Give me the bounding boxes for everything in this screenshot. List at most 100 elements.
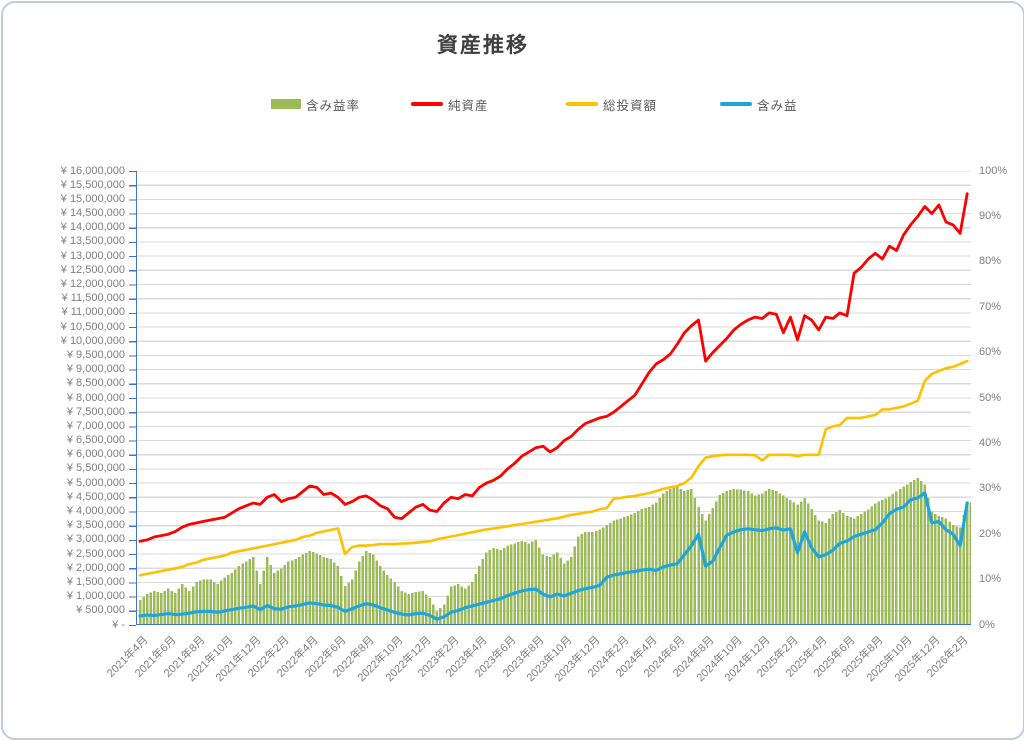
bar bbox=[520, 541, 524, 625]
bar bbox=[739, 489, 743, 625]
bar bbox=[329, 559, 333, 625]
bar bbox=[743, 490, 746, 625]
bar bbox=[209, 579, 212, 625]
bar bbox=[644, 508, 647, 625]
bar bbox=[167, 588, 170, 625]
bar bbox=[159, 593, 163, 625]
bar bbox=[714, 501, 718, 625]
bar bbox=[258, 584, 262, 625]
bar bbox=[191, 586, 195, 625]
bar bbox=[750, 493, 753, 625]
bar bbox=[895, 491, 898, 625]
y-axis-left-label: ¥ 10,000,000 bbox=[60, 334, 125, 347]
y-axis-left-label: ¥ 2,500,000 bbox=[66, 547, 125, 560]
bar bbox=[877, 501, 881, 625]
bar bbox=[350, 579, 354, 625]
bar bbox=[665, 491, 668, 625]
bar bbox=[393, 581, 396, 625]
bar bbox=[570, 556, 573, 625]
bar bbox=[686, 489, 690, 625]
bar bbox=[806, 503, 810, 625]
y-axis-right-label: 0% bbox=[979, 618, 995, 631]
bar bbox=[601, 527, 605, 625]
bar bbox=[859, 513, 863, 625]
bar bbox=[471, 581, 474, 625]
bar bbox=[852, 518, 856, 625]
bar bbox=[524, 542, 527, 625]
bar bbox=[835, 511, 838, 625]
bar bbox=[407, 594, 410, 625]
bar bbox=[707, 514, 711, 625]
bar bbox=[842, 513, 845, 625]
y-axis-left-label: ¥ 12,500,000 bbox=[60, 263, 125, 276]
bar bbox=[414, 591, 417, 625]
bar bbox=[396, 586, 400, 625]
bar bbox=[828, 518, 831, 625]
bar bbox=[188, 590, 191, 625]
bar bbox=[580, 534, 584, 625]
bar bbox=[951, 525, 955, 625]
bar bbox=[488, 550, 492, 625]
bar bbox=[729, 489, 732, 625]
bar bbox=[856, 516, 859, 625]
legend-label: 総投資額 bbox=[603, 98, 658, 113]
bar bbox=[495, 548, 499, 625]
bar bbox=[340, 575, 343, 625]
bar bbox=[287, 561, 290, 625]
bar bbox=[418, 591, 421, 625]
bar bbox=[955, 526, 958, 625]
bar bbox=[400, 590, 403, 625]
chart-legend: 含み益率 純資産 総投資額 含み益 bbox=[3, 97, 1023, 113]
bar bbox=[432, 604, 435, 625]
bar bbox=[810, 509, 813, 625]
bar bbox=[587, 531, 591, 625]
bar bbox=[736, 489, 739, 625]
bar bbox=[478, 565, 481, 625]
bar bbox=[813, 514, 817, 625]
bar bbox=[912, 479, 916, 625]
y-axis-left-label: ¥ 3,000,000 bbox=[66, 533, 125, 546]
bar bbox=[357, 561, 361, 625]
bar bbox=[782, 495, 785, 625]
bar bbox=[354, 570, 357, 625]
bar bbox=[516, 542, 520, 625]
bar bbox=[548, 556, 552, 625]
y-axis-left-label: ¥ 4,000,000 bbox=[66, 505, 125, 517]
y-axis-left-label: ¥ 11,000,000 bbox=[61, 306, 125, 319]
y-axis-ticks bbox=[129, 171, 136, 627]
plot-area bbox=[136, 171, 971, 626]
y-axis-left-label: ¥ 10,500,000 bbox=[60, 320, 125, 333]
bar bbox=[757, 494, 760, 625]
bar bbox=[311, 552, 315, 625]
bar bbox=[177, 588, 181, 625]
bar bbox=[845, 516, 849, 625]
bar bbox=[223, 577, 227, 625]
bar bbox=[672, 487, 676, 625]
y-axis-left-label: ¥ 8,500,000 bbox=[66, 377, 125, 390]
bar bbox=[474, 573, 478, 625]
bar bbox=[297, 556, 301, 625]
bar bbox=[594, 530, 598, 625]
bar bbox=[251, 556, 255, 625]
unrealized-gain-line bbox=[138, 491, 969, 621]
bar bbox=[941, 517, 944, 625]
bar bbox=[502, 547, 506, 625]
y-axis-left-label: ¥ 1,500,000 bbox=[66, 575, 125, 588]
bar bbox=[506, 545, 509, 625]
bar bbox=[605, 525, 608, 625]
y-axis-left-label: ¥ 7,500,000 bbox=[66, 405, 125, 418]
bar bbox=[866, 509, 870, 625]
bar bbox=[591, 531, 594, 625]
bar bbox=[658, 497, 661, 625]
bar bbox=[343, 585, 347, 625]
total-investment-line-swatch-icon bbox=[566, 102, 598, 106]
bar bbox=[322, 556, 326, 625]
y-axis-left-label: ¥ 3,500,000 bbox=[66, 519, 125, 532]
bar bbox=[693, 497, 697, 625]
net-assets-line-swatch-icon bbox=[411, 102, 443, 106]
bar bbox=[577, 536, 580, 625]
bar bbox=[446, 595, 449, 625]
bar bbox=[927, 497, 930, 625]
bar bbox=[534, 540, 538, 625]
